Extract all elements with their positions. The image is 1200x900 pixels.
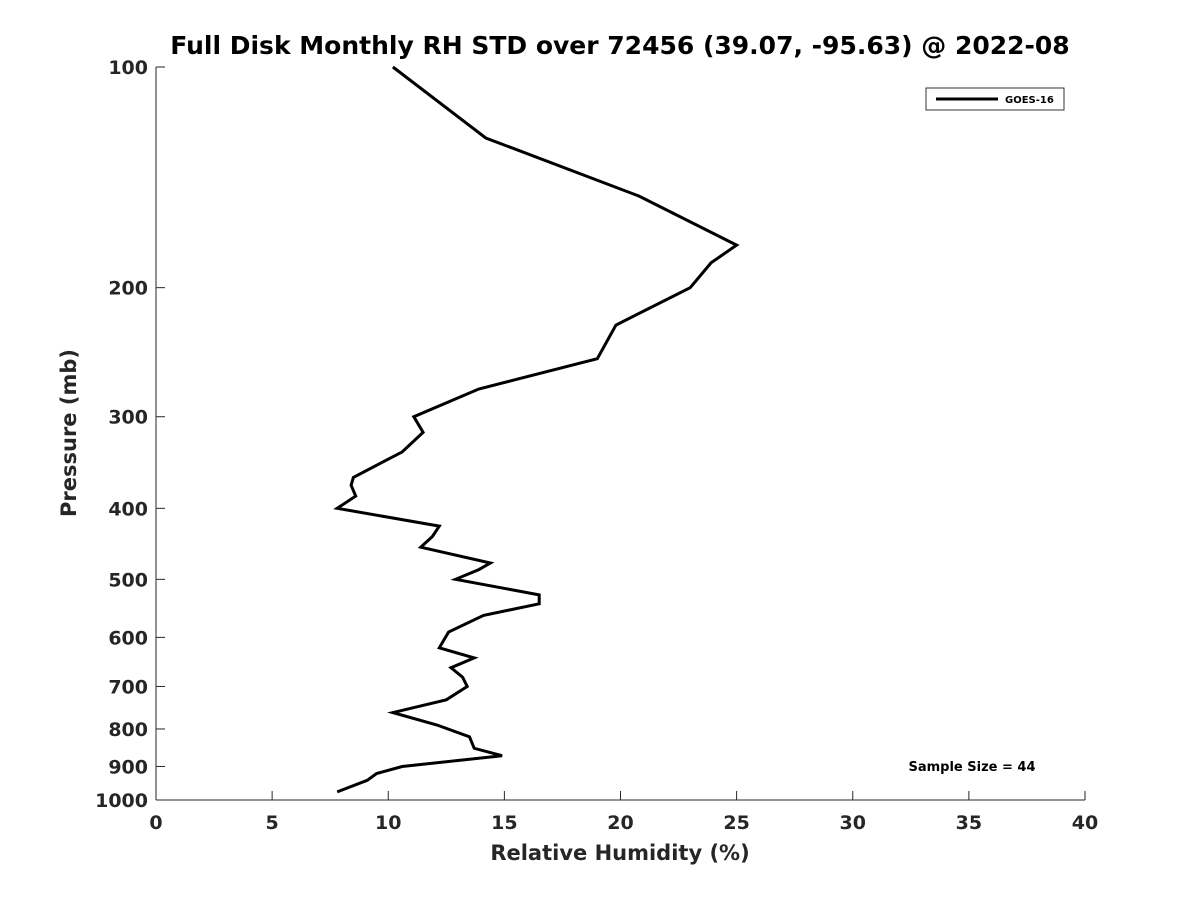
- y-tick-label-400: 400: [108, 498, 148, 520]
- y-tick-label-600: 600: [108, 627, 148, 649]
- x-axis-label: Relative Humidity (%): [490, 841, 749, 865]
- y-tick-label-200: 200: [108, 278, 148, 300]
- sample-size-annotation: Sample Size = 44: [908, 760, 1035, 775]
- legend-entry-goes-16: GOES-16: [1005, 95, 1054, 106]
- y-tick-label-700: 700: [108, 676, 148, 698]
- y-tick-label-100: 100: [108, 57, 148, 79]
- x-tick-label-35: 35: [956, 812, 982, 834]
- chart-title: Full Disk Monthly RH STD over 72456 (39.…: [170, 31, 1069, 60]
- y-axis-label: Pressure (mb): [57, 349, 81, 517]
- x-tick-label-5: 5: [266, 812, 279, 834]
- x-tick-label-0: 0: [149, 812, 162, 834]
- x-tick-label-30: 30: [840, 812, 866, 834]
- legend: GOES-16: [925, 87, 1065, 111]
- x-tick-label-40: 40: [1072, 812, 1098, 834]
- y-tick-label-300: 300: [108, 407, 148, 429]
- series-line-goes-16: [333, 65, 740, 794]
- y-tick-label-800: 800: [108, 719, 148, 741]
- x-tick-label-15: 15: [491, 812, 517, 834]
- y-tick-label-500: 500: [108, 569, 148, 591]
- x-tick-label-25: 25: [723, 812, 749, 834]
- x-tick-label-10: 10: [375, 812, 401, 834]
- y-tick-label-900: 900: [108, 756, 148, 778]
- x-tick-label-20: 20: [607, 812, 633, 834]
- plot-area: 0 5 10 15 20 25 30 35 40 100 200 300 400 500 600 700 800…: [95, 57, 1098, 834]
- y-tick-label-1000: 1000: [95, 790, 148, 812]
